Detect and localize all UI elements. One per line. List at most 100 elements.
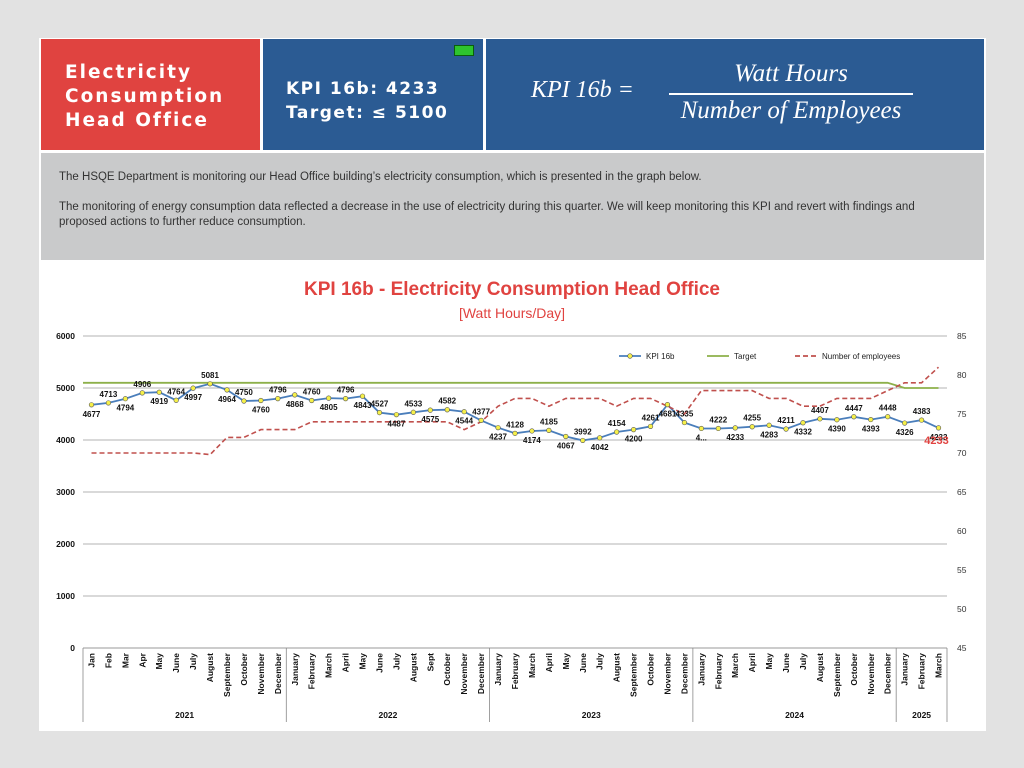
kpi-point xyxy=(817,416,823,422)
chart-area: KPI 16b - Electricity Consumption Head O… xyxy=(39,260,986,731)
data-label: 4174 xyxy=(523,436,541,445)
data-label: 4764 xyxy=(167,387,185,396)
y-left-tick-label: 2000 xyxy=(56,539,75,549)
kpi-point xyxy=(461,409,467,415)
x-tick-label: August xyxy=(612,653,622,682)
title-line-3: Head Office xyxy=(65,110,209,131)
legend-marker xyxy=(627,353,633,359)
x-tick-label: October xyxy=(849,652,859,685)
x-tick-label: May xyxy=(358,653,368,670)
x-tick-label: October xyxy=(239,652,249,685)
x-tick-label: December xyxy=(883,652,893,694)
kpi-point xyxy=(122,396,128,402)
data-label: 4487 xyxy=(388,420,406,429)
legend-label: KPI 16b xyxy=(646,352,675,361)
year-label: 2021 xyxy=(175,710,194,720)
kpi-point xyxy=(681,419,688,426)
kpi-point xyxy=(851,414,857,420)
kpi-point xyxy=(902,420,908,426)
data-label: 4750 xyxy=(235,388,253,397)
data-label: 4377 xyxy=(472,407,490,416)
year-label: 2022 xyxy=(378,710,397,720)
kpi-point xyxy=(597,435,603,441)
kpi-point xyxy=(156,389,162,395)
x-tick-label: April xyxy=(747,653,757,672)
x-tick-label: July xyxy=(391,653,401,670)
data-label: 3992 xyxy=(574,427,592,436)
data-label: 4222 xyxy=(709,415,727,424)
kpi-point xyxy=(868,416,874,423)
x-tick-label: February xyxy=(917,653,927,690)
x-tick-label: January xyxy=(493,653,503,686)
kpi-point xyxy=(698,425,704,432)
kpi-point xyxy=(258,397,264,404)
data-label: 4527 xyxy=(371,400,389,409)
data-label: 4582 xyxy=(438,397,456,406)
x-tick-label: May xyxy=(764,653,774,670)
y-left-tick-label: 4000 xyxy=(56,435,75,445)
data-label: 4868 xyxy=(286,400,304,409)
data-label: 4407 xyxy=(811,406,829,415)
data-label: 4544 xyxy=(455,417,473,426)
x-tick-label: February xyxy=(307,653,317,690)
data-label: 4919 xyxy=(150,397,168,406)
data-label: 4906 xyxy=(133,380,151,389)
kpi-point xyxy=(342,396,349,402)
x-tick-label: November xyxy=(866,652,876,694)
kpi-point xyxy=(275,396,281,402)
chart-title: KPI 16b - Electricity Consumption Head O… xyxy=(304,279,720,300)
data-label: 5081 xyxy=(201,371,219,380)
data-label: 4805 xyxy=(320,403,338,412)
data-label: 4796 xyxy=(269,386,287,395)
kpi-point xyxy=(546,427,552,433)
kpi-point xyxy=(935,425,942,431)
data-label: 4332 xyxy=(794,428,812,437)
y-left-tick-label: 3000 xyxy=(56,487,75,497)
x-tick-label: August xyxy=(205,653,215,682)
y-right-tick-label: 50 xyxy=(957,604,967,614)
data-label: 4067 xyxy=(557,442,575,451)
kpi-point xyxy=(224,387,230,393)
year-label: 2025 xyxy=(912,710,931,720)
data-label: 4255 xyxy=(743,414,761,423)
kpi-point xyxy=(529,428,535,434)
data-label: 4283 xyxy=(760,430,778,439)
x-tick-label: February xyxy=(713,653,723,690)
kpi-point xyxy=(393,412,400,418)
data-label: 4335 xyxy=(676,410,694,419)
kpi-point xyxy=(173,397,179,403)
data-label: 4185 xyxy=(540,417,558,426)
kpi-point xyxy=(580,437,586,444)
kpi-point xyxy=(614,429,620,435)
x-tick-label: November xyxy=(662,652,672,694)
page-title: Electricity Consumption Head Office xyxy=(65,61,224,133)
x-tick-label: June xyxy=(171,653,181,673)
y-left-tick-label: 6000 xyxy=(56,331,75,341)
data-label: 4200 xyxy=(625,435,643,444)
data-label: 4... xyxy=(696,433,707,442)
kpi-point xyxy=(732,425,738,431)
data-label: 4796 xyxy=(337,386,355,395)
x-tick-label: October xyxy=(646,652,656,685)
x-tick-label: December xyxy=(679,652,689,694)
description-panel: The HSQE Department is monitoring our He… xyxy=(41,153,984,260)
legend-label: Number of employees xyxy=(822,352,900,361)
data-label: 4533 xyxy=(404,399,422,408)
x-tick-label: April xyxy=(341,653,351,672)
kpi-target: Target: ≤ 5100 xyxy=(286,103,449,123)
year-label: 2023 xyxy=(582,710,601,720)
data-label: 4448 xyxy=(879,404,897,413)
kpi-point xyxy=(241,398,247,404)
title-panel: Electricity Consumption Head Office xyxy=(41,39,260,150)
data-label: 4383 xyxy=(913,407,931,416)
kpi-point xyxy=(207,381,213,387)
kpi-point xyxy=(495,425,501,431)
kpi-point xyxy=(885,414,891,420)
data-label: 4237 xyxy=(489,433,507,442)
x-tick-label: November xyxy=(256,652,266,694)
x-tick-label: December xyxy=(273,652,283,694)
kpi-point xyxy=(326,395,332,401)
data-label: 4760 xyxy=(252,405,270,414)
x-tick-label: February xyxy=(510,653,520,690)
x-tick-label: Jan xyxy=(86,653,96,668)
